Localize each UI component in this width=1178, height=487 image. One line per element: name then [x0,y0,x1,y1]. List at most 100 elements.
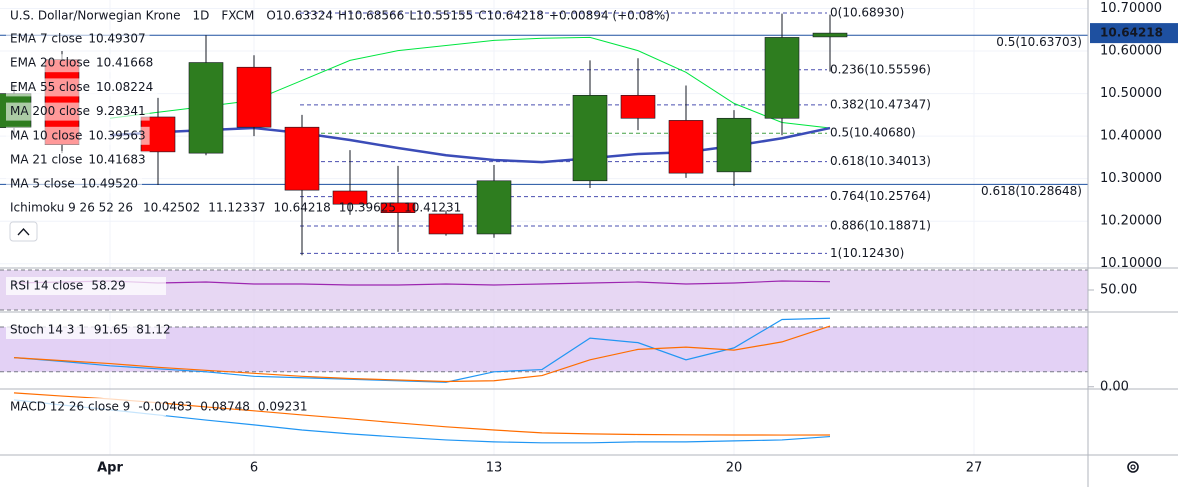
legend-name: MA 5 close [10,177,75,191]
ichimoku-name: Ichimoku 9 26 52 26 [10,201,133,215]
legend-name: MA 21 close [10,153,82,167]
legend-name: EMA 20 close [10,56,90,70]
legend-bg [6,78,158,97]
x-tick-label: 13 [486,461,503,476]
ichimoku-value: 10.41231 [404,201,461,215]
pane-label-bg [6,277,166,295]
y-tick-label: 10.50000 [1100,86,1162,101]
fib-label: 0(10.68930) [830,6,904,20]
fib-label: 0.382(10.47347) [830,97,931,111]
candle-body [380,202,416,213]
collapse-box[interactable] [9,221,38,242]
y-tick-label: 0.00 [1100,379,1129,394]
labels: Apr 6 13 20 27 10.10000 10.20000 10.30000 10.400… [6,1,1178,476]
candle-body [668,120,704,174]
y-tick-label: 50.00 [1100,283,1137,298]
indicator-line [109,36,831,129]
legend-bg [6,54,158,73]
level-label: 0.618(10.28648) [981,184,1082,198]
pane-value: 81.12 [136,323,170,337]
indicator-line [13,317,831,383]
gear-icon[interactable] [1127,461,1139,473]
indicator-line [109,126,831,164]
candle-body [764,37,800,119]
settings-button[interactable] [1127,461,1139,473]
legend-value: 10.49307 [88,32,145,46]
y-tick-label: 10.60000 [1100,44,1162,59]
legend-name: MA 10 close [10,128,82,142]
legend-bg [6,30,150,48]
ichimoku-value: 11.12337 [208,201,265,215]
x-tick-label: 20 [726,461,743,476]
y-tick-label: 10.20000 [1100,214,1162,229]
gear-hub[interactable] [1130,464,1136,470]
ohlc-value: L10.55155 [409,9,473,23]
collapse-button[interactable] [9,221,38,242]
candle-body [236,66,272,128]
grid [0,0,1094,455]
pane-value: 91.65 [94,323,128,337]
y-tick-label: 10.40000 [1100,129,1162,144]
ichimoku-value: 10.39625 [339,201,396,215]
fib-label: 0.764(10.25764) [830,189,931,203]
fib-label: 0.618(10.34013) [830,154,931,168]
legend-value: 9.28341 [96,104,146,118]
legend-value: 10.08224 [96,80,153,94]
ohlc-value: +0.00894 (+0.08%) [549,9,670,23]
legend-name: MA 200 close [10,104,90,118]
candle-body [620,94,656,119]
source: FXCM [221,9,254,23]
ichimoku-value: 10.64218 [274,201,331,215]
ohlc-value: H10.68566 [338,9,404,23]
last-price-label: 10.64218 [1100,26,1163,40]
collapse-arrow[interactable] [17,228,30,236]
x-tick-label: Apr [97,461,123,476]
legend-bg [6,151,150,169]
x-tick-label: 27 [966,461,983,476]
legend-name: EMA 7 close [10,32,82,46]
y-tick-label: 10.10000 [1100,256,1162,271]
ohlc-value: C10.64218 [478,9,544,23]
band-fill [0,326,1088,372]
candle-body [572,94,608,182]
y-tick-label: 10.30000 [1100,171,1162,186]
y-tick-label: 10.70000 [1100,1,1162,16]
pane-title: MACD 12 26 close 9 [10,400,130,414]
pane-value: -0.00483 [138,400,192,414]
fib-label: 0.886(10.18871) [830,219,931,233]
candle-body [428,213,464,235]
fib-label: 1(10.12430) [830,246,904,260]
candle-body [476,180,512,235]
candle-body [332,190,368,205]
legend-bg [6,126,150,145]
pane-title: RSI 14 close [10,279,83,293]
candle-body [188,62,224,154]
indicator-line [13,325,831,383]
legend-value: 10.41683 [88,153,145,167]
legend-bg [6,102,150,121]
pane-title: Stoch 14 3 1 [10,323,86,337]
symbol-title: U.S. Dollar/Norwegian Krone [10,9,180,23]
interval: 1D [192,9,209,23]
pane-value: 0.09231 [258,400,308,414]
x-tick-label: 6 [250,461,258,476]
fib-label: 0.5(10.40680) [830,126,916,140]
pane-value: 0.08748 [200,400,250,414]
ichimoku-value: 10.42502 [143,201,200,215]
legend-value: 10.39563 [88,128,145,142]
legend-name: EMA 55 close [10,80,90,94]
pane-value: 58.29 [91,279,125,293]
legend-bg [6,175,142,194]
pane-label-bg [6,398,166,416]
band-fill [0,270,1088,310]
ohlc-value: O10.63324 [266,9,333,23]
candle-body [716,117,752,173]
candle-body [812,32,848,38]
level-label: 0.5(10.63703) [996,35,1082,49]
fib-label: 0.236(10.55596) [830,62,931,76]
legend-value: 10.41668 [96,56,153,70]
last-price-box [1090,23,1178,44]
